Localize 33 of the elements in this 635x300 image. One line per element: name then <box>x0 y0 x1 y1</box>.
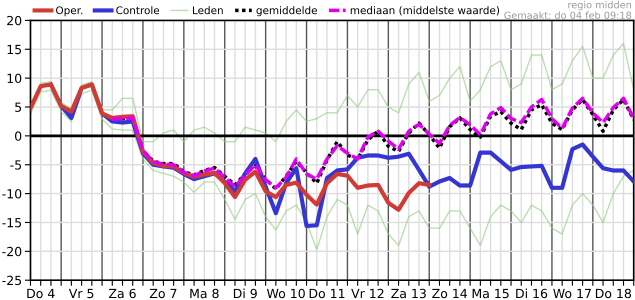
line-series <box>110 96 634 190</box>
legend-label: Oper. <box>56 6 82 16</box>
text: regio midden <box>568 0 631 10</box>
x-tick-label: Wo 10 <box>266 288 305 298</box>
x-tick-label: Wo 17 <box>553 288 591 298</box>
x-tick-label: Do 18 <box>596 288 631 298</box>
y-tick-label: 0 <box>15 131 22 141</box>
y-tick-label: -15 <box>2 218 22 228</box>
legend-label: gemiddelde <box>256 6 317 16</box>
x-tick-label: Zo 7 <box>150 288 176 298</box>
y-tick-label: -20 <box>2 246 22 256</box>
x-tick-label: Zo 14 <box>432 288 468 298</box>
y-tick-label: -25 <box>2 276 22 286</box>
legend-label: mediaan (middelste waarde) <box>350 6 500 16</box>
x-tick-label: Vr 12 <box>351 288 384 298</box>
x-tick-label: Di 16 <box>516 288 548 298</box>
x-tick-label: Ma 15 <box>472 288 509 298</box>
x-tick-label: Za 6 <box>108 288 136 298</box>
y-tick-label: 15 <box>8 44 22 54</box>
x-tick-label: Do 4 <box>27 288 55 298</box>
x-tick-label: Do 11 <box>310 288 344 298</box>
x-tick-label: Ma 8 <box>190 288 219 298</box>
y-tick-label: -10 <box>2 189 22 199</box>
y-tick-label: 20 <box>7 16 22 26</box>
y-tick-label: 5 <box>15 102 22 112</box>
legend-label: Controle <box>116 6 160 14</box>
legend-label: Leden <box>193 6 223 14</box>
x-tick-label: Di 9 <box>234 288 257 298</box>
x-tick-label: Vr 5 <box>68 288 94 298</box>
text: Gemaakt: do 04 feb 09:18 <box>504 11 632 19</box>
y-tick-label: -5 <box>10 160 22 170</box>
x-tick-label: Za 13 <box>391 288 426 298</box>
y-tick-label: 10 <box>8 74 22 84</box>
